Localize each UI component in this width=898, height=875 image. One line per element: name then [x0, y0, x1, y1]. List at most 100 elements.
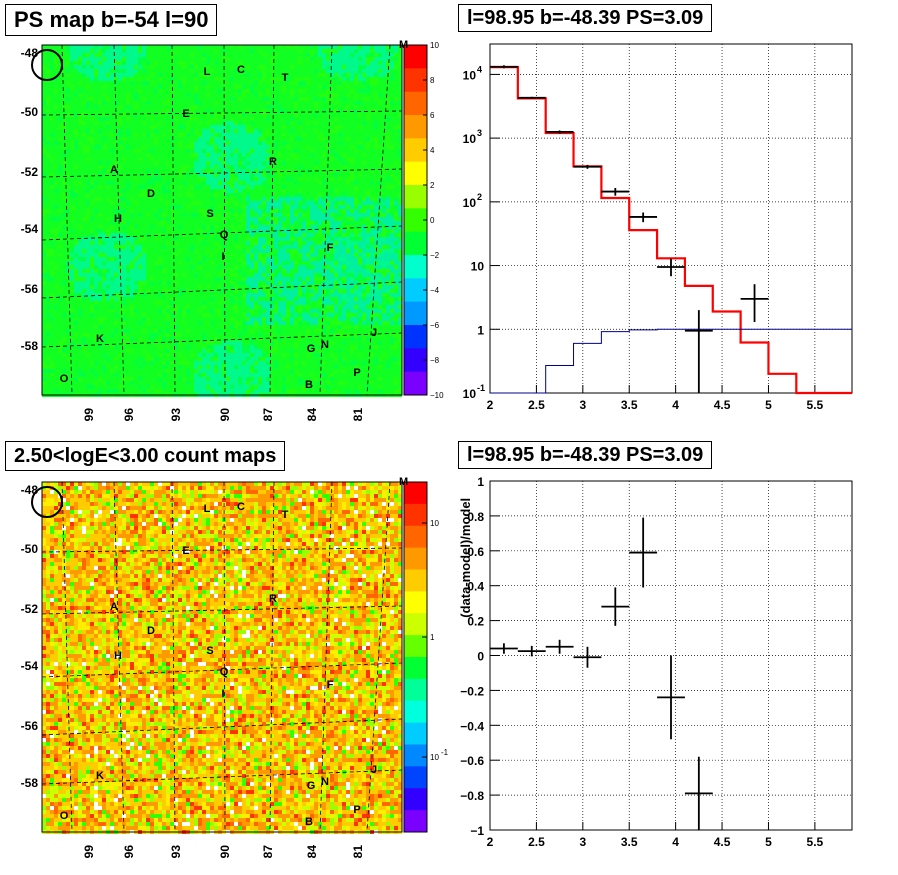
map-pixel — [114, 105, 118, 109]
map-pixel — [314, 121, 318, 125]
map-pixel — [358, 225, 362, 229]
map-pixel — [390, 229, 394, 233]
map-pixel — [214, 137, 218, 141]
map-pixel — [354, 45, 358, 49]
map-pixel — [242, 117, 246, 121]
map-pixel — [334, 161, 338, 165]
map-pixel — [86, 69, 90, 73]
map-pixel — [190, 113, 194, 117]
map-pixel — [230, 165, 234, 169]
map-pixel — [150, 49, 154, 53]
map-pixel — [390, 85, 394, 89]
map-pixel — [118, 237, 122, 241]
map-pixel — [310, 205, 314, 209]
map-pixel — [162, 209, 166, 213]
map-pixel — [190, 197, 194, 201]
map-pixel — [198, 97, 202, 101]
map-pixel — [166, 125, 170, 129]
map-pixel — [190, 133, 194, 137]
map-pixel — [238, 89, 242, 93]
map-pixel — [154, 249, 158, 253]
map-pixel — [238, 149, 242, 153]
map-pixel — [78, 73, 82, 77]
map-pixel — [294, 173, 298, 177]
map-pixel — [290, 141, 294, 145]
map-pixel — [42, 145, 46, 149]
map-pixel — [346, 109, 350, 113]
map-pixel — [318, 161, 322, 165]
map-pixel — [278, 221, 282, 225]
map-pixel — [370, 73, 374, 77]
map-pixel — [330, 97, 334, 101]
map-pixel — [254, 101, 258, 105]
map-pixel — [94, 161, 98, 165]
map-pixel — [366, 217, 370, 221]
map-pixel — [158, 261, 162, 265]
map-pixel — [142, 257, 146, 261]
map-pixel — [302, 161, 306, 165]
map-pixel — [118, 189, 122, 193]
map-pixel — [310, 125, 314, 129]
map-pixel — [314, 49, 318, 53]
map-pixel — [114, 181, 118, 185]
map-pixel — [214, 117, 218, 121]
map-pixel — [282, 181, 286, 185]
map-pixel — [326, 225, 330, 229]
map-pixel — [354, 133, 358, 137]
map-pixel — [170, 109, 174, 113]
map-pixel — [158, 109, 162, 113]
map-pixel — [314, 137, 318, 141]
map-pixel — [314, 129, 318, 133]
map-pixel — [122, 93, 126, 97]
map-pixel — [210, 125, 214, 129]
map-pixel — [302, 93, 306, 97]
map-pixel — [90, 117, 94, 121]
map-pixel — [254, 129, 258, 133]
map-pixel — [166, 249, 170, 253]
map-pixel — [210, 93, 214, 97]
map-pixel — [298, 225, 302, 229]
map-pixel — [170, 101, 174, 105]
map-pixel — [302, 125, 306, 129]
map-pixel — [382, 189, 386, 193]
map-pixel — [250, 229, 254, 233]
map-pixel — [274, 177, 278, 181]
map-pixel — [318, 109, 322, 113]
map-pixel — [66, 141, 70, 145]
map-pixel — [154, 85, 158, 89]
map-pixel — [66, 197, 70, 201]
map-pixel — [50, 125, 54, 129]
map-pixel — [102, 161, 106, 165]
map-pixel — [378, 189, 382, 193]
map-pixel — [82, 145, 86, 149]
map-pixel — [162, 157, 166, 161]
map-pixel — [70, 177, 74, 181]
map-pixel — [86, 161, 90, 165]
map-pixel — [102, 233, 106, 237]
map-pixel — [338, 149, 342, 153]
map-pixel — [66, 245, 70, 249]
map-pixel — [146, 113, 150, 117]
map-pixel — [154, 93, 158, 97]
map-pixel — [154, 49, 158, 53]
map-pixel — [302, 109, 306, 113]
map-pixel — [290, 81, 294, 85]
map-pixel — [110, 61, 114, 65]
map-pixel — [210, 257, 214, 261]
map-pixel — [338, 197, 342, 201]
map-pixel — [126, 217, 130, 221]
map-pixel — [274, 189, 278, 193]
map-pixel — [358, 57, 362, 61]
map-pixel — [198, 69, 202, 73]
map-pixel — [238, 113, 242, 117]
map-pixel — [154, 89, 158, 93]
map-pixel — [242, 137, 246, 141]
map-pixel — [366, 201, 370, 205]
map-pixel — [114, 137, 118, 141]
map-pixel — [306, 45, 310, 49]
map-pixel — [178, 133, 182, 137]
map-pixel — [214, 201, 218, 205]
map-pixel — [190, 221, 194, 225]
map-pixel — [298, 245, 302, 249]
map-pixel — [266, 49, 270, 53]
